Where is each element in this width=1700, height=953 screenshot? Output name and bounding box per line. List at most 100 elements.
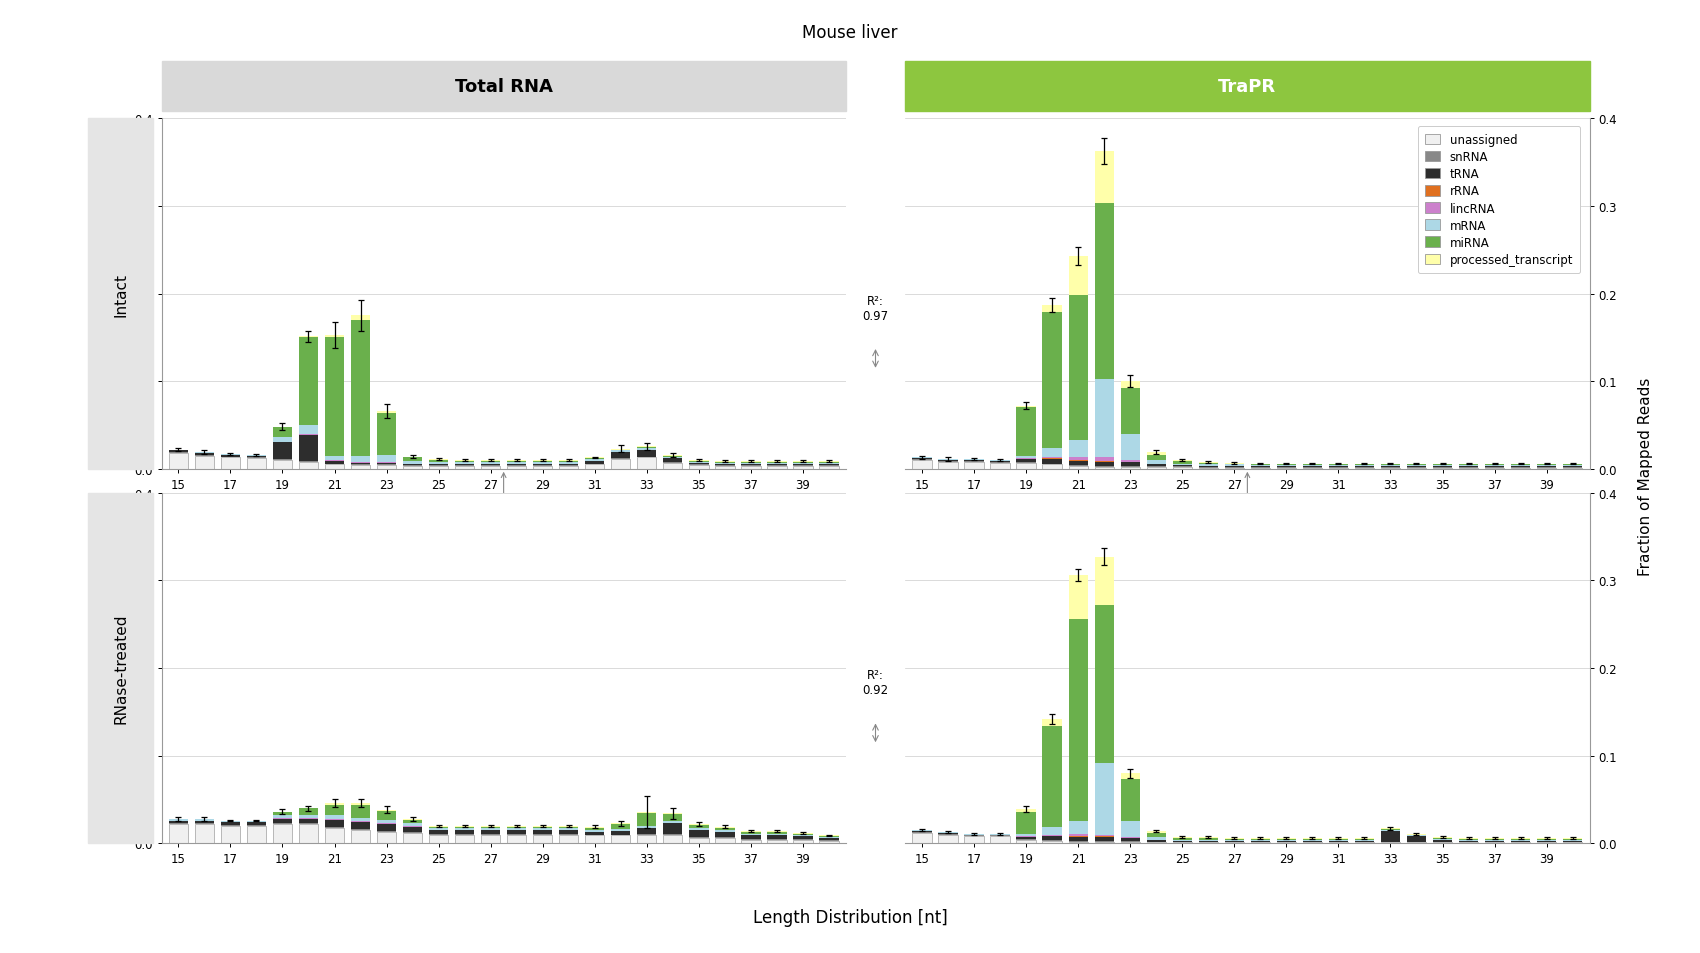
- Bar: [325, 820, 345, 827]
- Bar: [272, 442, 292, 459]
- Bar: [481, 830, 500, 834]
- Bar: [716, 467, 734, 470]
- Bar: [964, 462, 984, 470]
- Bar: [559, 464, 578, 466]
- Bar: [819, 838, 838, 840]
- Bar: [246, 456, 267, 458]
- Bar: [1069, 440, 1088, 458]
- Bar: [325, 816, 345, 819]
- Text: R²:
0.97: R²: 0.97: [862, 294, 889, 323]
- Bar: [794, 837, 813, 839]
- Bar: [1120, 841, 1141, 843]
- Bar: [246, 826, 267, 843]
- Bar: [819, 841, 838, 843]
- Bar: [1017, 809, 1035, 812]
- Bar: [377, 414, 396, 456]
- Bar: [325, 456, 345, 460]
- Bar: [1198, 463, 1219, 465]
- Bar: [1146, 833, 1166, 838]
- Bar: [688, 838, 709, 843]
- Bar: [1146, 460, 1166, 465]
- Bar: [819, 467, 838, 470]
- Bar: [1120, 382, 1141, 389]
- Text: Length Distribution [nt]: Length Distribution [nt]: [753, 908, 947, 926]
- Bar: [1146, 838, 1166, 840]
- Bar: [585, 830, 605, 832]
- Bar: [272, 824, 292, 843]
- Text: Total RNA: Total RNA: [454, 78, 552, 95]
- Bar: [716, 838, 734, 843]
- Bar: [299, 816, 318, 818]
- Bar: [532, 835, 552, 843]
- Bar: [456, 464, 474, 466]
- Bar: [1095, 152, 1114, 204]
- Bar: [350, 803, 371, 805]
- Bar: [507, 827, 527, 828]
- Bar: [325, 805, 345, 816]
- Bar: [377, 832, 396, 843]
- Bar: [1095, 838, 1114, 841]
- Bar: [246, 821, 267, 822]
- Bar: [1095, 841, 1114, 843]
- Bar: [428, 460, 449, 462]
- Bar: [1095, 204, 1114, 379]
- Bar: [585, 461, 605, 464]
- Bar: [663, 835, 682, 843]
- Bar: [638, 813, 656, 826]
- Bar: [1017, 840, 1035, 843]
- Bar: [403, 467, 422, 470]
- Bar: [559, 830, 578, 834]
- Bar: [559, 467, 578, 470]
- Bar: [532, 464, 552, 466]
- Bar: [913, 833, 932, 843]
- Bar: [638, 826, 656, 827]
- Bar: [377, 456, 396, 462]
- Bar: [663, 823, 682, 834]
- Bar: [377, 820, 396, 823]
- Bar: [1069, 467, 1088, 470]
- Bar: [1042, 313, 1062, 448]
- Bar: [938, 835, 957, 843]
- Bar: [585, 836, 605, 843]
- Bar: [196, 821, 214, 823]
- Bar: [456, 462, 474, 464]
- Bar: [456, 835, 474, 843]
- Bar: [221, 826, 240, 843]
- Bar: [913, 460, 932, 470]
- Bar: [767, 464, 787, 466]
- Bar: [688, 828, 709, 830]
- Bar: [559, 828, 578, 830]
- Bar: [532, 827, 552, 828]
- Bar: [1095, 458, 1114, 461]
- Bar: [767, 832, 787, 834]
- Bar: [481, 464, 500, 466]
- Bar: [403, 461, 422, 464]
- Bar: [377, 412, 396, 414]
- Bar: [1069, 461, 1088, 466]
- Bar: [610, 459, 631, 470]
- Bar: [1069, 619, 1088, 821]
- Text: RNase-treated: RNase-treated: [114, 613, 128, 723]
- Bar: [1173, 468, 1192, 470]
- Bar: [1120, 389, 1141, 435]
- Bar: [507, 828, 527, 830]
- Bar: [767, 840, 787, 843]
- Bar: [638, 835, 656, 843]
- Bar: [638, 827, 656, 834]
- Bar: [716, 832, 734, 838]
- Bar: [403, 820, 422, 823]
- Bar: [168, 821, 189, 823]
- Bar: [377, 811, 396, 820]
- Bar: [610, 831, 631, 835]
- Bar: [1042, 720, 1062, 726]
- Bar: [1042, 827, 1062, 835]
- Bar: [299, 426, 318, 435]
- Bar: [1069, 841, 1088, 843]
- Bar: [638, 450, 656, 457]
- Bar: [1173, 464, 1192, 466]
- Bar: [767, 834, 787, 836]
- Bar: [1042, 835, 1062, 837]
- Bar: [456, 828, 474, 830]
- Bar: [350, 805, 371, 818]
- Bar: [1017, 456, 1035, 458]
